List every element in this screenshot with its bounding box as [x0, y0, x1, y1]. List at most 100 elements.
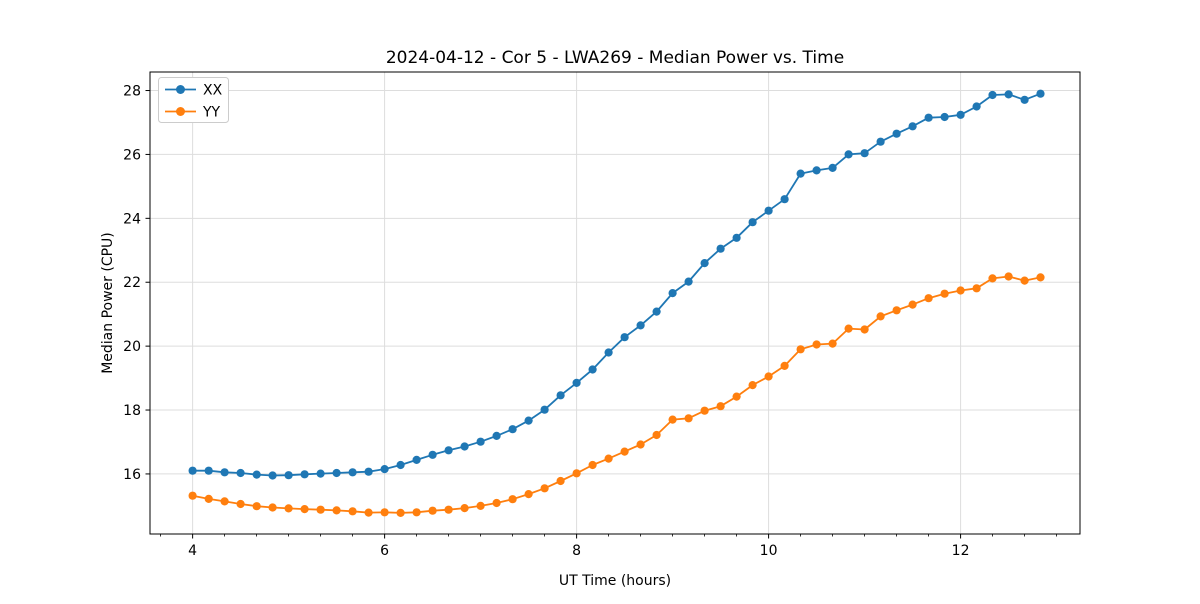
data-point-xx: [428, 450, 437, 459]
data-point-xx: [556, 391, 565, 400]
x-axis-label: UT Time (hours): [559, 573, 671, 589]
data-point-xx: [652, 307, 661, 316]
y-axis-label: Median Power (CPU): [100, 232, 116, 374]
data-point-xx: [684, 277, 693, 286]
data-point-yy: [540, 484, 549, 493]
data-point-xx: [380, 465, 389, 474]
data-point-xx: [748, 218, 757, 227]
y-tick-label: 24: [123, 211, 141, 227]
data-point-xx: [316, 469, 325, 478]
data-point-xx: [460, 442, 469, 451]
data-point-yy: [924, 294, 933, 303]
legend: XX YY: [158, 77, 229, 123]
data-point-xx: [940, 112, 949, 122]
data-point-xx: [1004, 90, 1013, 99]
data-point-xx: [860, 149, 869, 158]
data-point-yy: [252, 502, 261, 511]
data-point-yy: [972, 284, 981, 293]
data-point-xx: [268, 471, 277, 480]
data-point-xx: [636, 321, 645, 330]
data-point-xx: [236, 468, 245, 478]
data-point-xx: [444, 446, 453, 455]
legend-marker-yy: [176, 107, 185, 116]
x-tick-label: 12: [952, 543, 970, 559]
data-point-yy: [956, 286, 965, 295]
y-tick-label: 18: [123, 403, 141, 419]
data-point-yy: [636, 440, 645, 449]
data-point-yy: [556, 476, 565, 486]
data-point-yy: [380, 508, 389, 517]
data-point-yy: [764, 372, 773, 381]
chart-title: 2024-04-12 - Cor 5 - LWA269 - Median Pow…: [386, 48, 844, 68]
x-tick-label: 4: [188, 543, 197, 559]
data-point-yy: [188, 491, 197, 500]
data-point-yy: [524, 490, 533, 499]
data-point-xx: [780, 195, 789, 204]
data-point-xx: [620, 333, 629, 342]
x-tick-label: 6: [380, 543, 389, 559]
axes-spines: [149, 71, 1081, 535]
data-point-yy: [364, 508, 373, 517]
data-point-xx: [204, 466, 213, 475]
data-point-yy: [892, 306, 901, 315]
data-point-xx: [988, 90, 997, 100]
data-point-xx: [220, 468, 229, 477]
data-point-xx: [412, 455, 421, 464]
data-point-yy: [1020, 276, 1029, 285]
data-point-xx: [604, 348, 613, 357]
data-point-xx: [1036, 89, 1045, 98]
data-point-xx: [732, 233, 741, 242]
data-point-xx: [924, 113, 933, 122]
data-point-xx: [764, 206, 773, 215]
data-point-yy: [284, 504, 293, 513]
y-tick-label: 26: [123, 147, 141, 163]
data-point-xx: [716, 244, 725, 253]
data-point-yy: [748, 381, 757, 390]
data-point-xx: [348, 468, 357, 477]
data-point-xx: [492, 431, 501, 440]
data-point-xx: [524, 416, 533, 425]
data-point-yy: [1036, 273, 1045, 282]
data-point-xx: [508, 425, 517, 434]
data-point-yy: [940, 289, 949, 298]
data-point-xx: [668, 289, 677, 298]
data-point-xx: [972, 102, 981, 111]
data-point-xx: [812, 166, 821, 175]
data-point-yy: [684, 414, 693, 423]
data-point-yy: [300, 505, 309, 514]
data-point-yy: [1004, 272, 1013, 281]
legend-marker-xx: [176, 85, 185, 94]
data-point-yy: [604, 454, 613, 463]
data-point-yy: [668, 415, 677, 424]
x-tick-label: 10: [760, 543, 778, 559]
data-point-xx: [588, 365, 597, 374]
data-point-xx: [700, 259, 709, 268]
data-point-xx: [396, 460, 405, 470]
data-point-yy: [876, 312, 885, 321]
data-point-xx: [908, 122, 917, 131]
data-point-yy: [428, 506, 437, 515]
data-point-xx: [332, 468, 341, 478]
data-point-xx: [828, 163, 837, 172]
y-tick-label: 16: [123, 467, 141, 483]
data-point-yy: [396, 508, 405, 517]
legend-label-yy: YY: [202, 105, 221, 121]
data-point-yy: [812, 340, 821, 349]
data-point-yy: [508, 495, 517, 504]
data-point-yy: [988, 274, 997, 283]
data-point-yy: [796, 345, 805, 354]
data-point-xx: [844, 150, 853, 159]
data-point-yy: [220, 497, 229, 506]
data-point-xx: [300, 470, 309, 479]
legend-label-xx: XX: [203, 83, 223, 99]
data-point-yy: [860, 325, 869, 334]
data-point-yy: [204, 494, 213, 503]
data-point-xx: [284, 471, 293, 480]
data-point-xx: [364, 467, 373, 476]
data-point-yy: [268, 503, 277, 512]
data-point-yy: [316, 505, 325, 514]
data-point-yy: [476, 501, 485, 510]
data-point-xx: [796, 169, 805, 178]
